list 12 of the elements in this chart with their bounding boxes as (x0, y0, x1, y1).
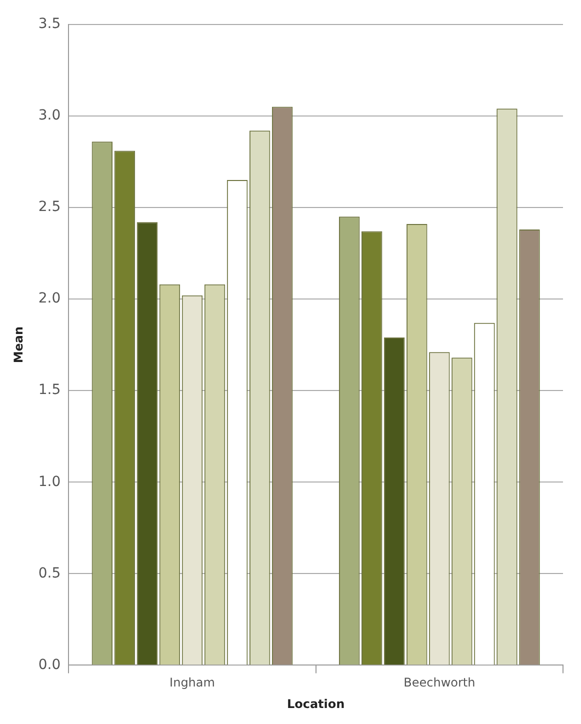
x-tick-label: Ingham (170, 676, 215, 690)
y-tick-label: 0.5 (38, 565, 61, 582)
y-tick-label: 3.5 (38, 16, 61, 32)
x-axis-title: Location (286, 696, 345, 711)
y-axis-title: Mean (11, 326, 26, 364)
y-tick-label: 3.0 (38, 108, 61, 124)
y-tick-label: 2.0 (38, 290, 61, 307)
y-tick-label: 1.0 (38, 474, 61, 490)
x-tick-label: Beechworth (404, 676, 476, 690)
y-tick-label: 0.0 (38, 656, 61, 673)
y-tick-label: 2.5 (38, 199, 61, 216)
y-tick-label: 1.5 (38, 382, 61, 398)
